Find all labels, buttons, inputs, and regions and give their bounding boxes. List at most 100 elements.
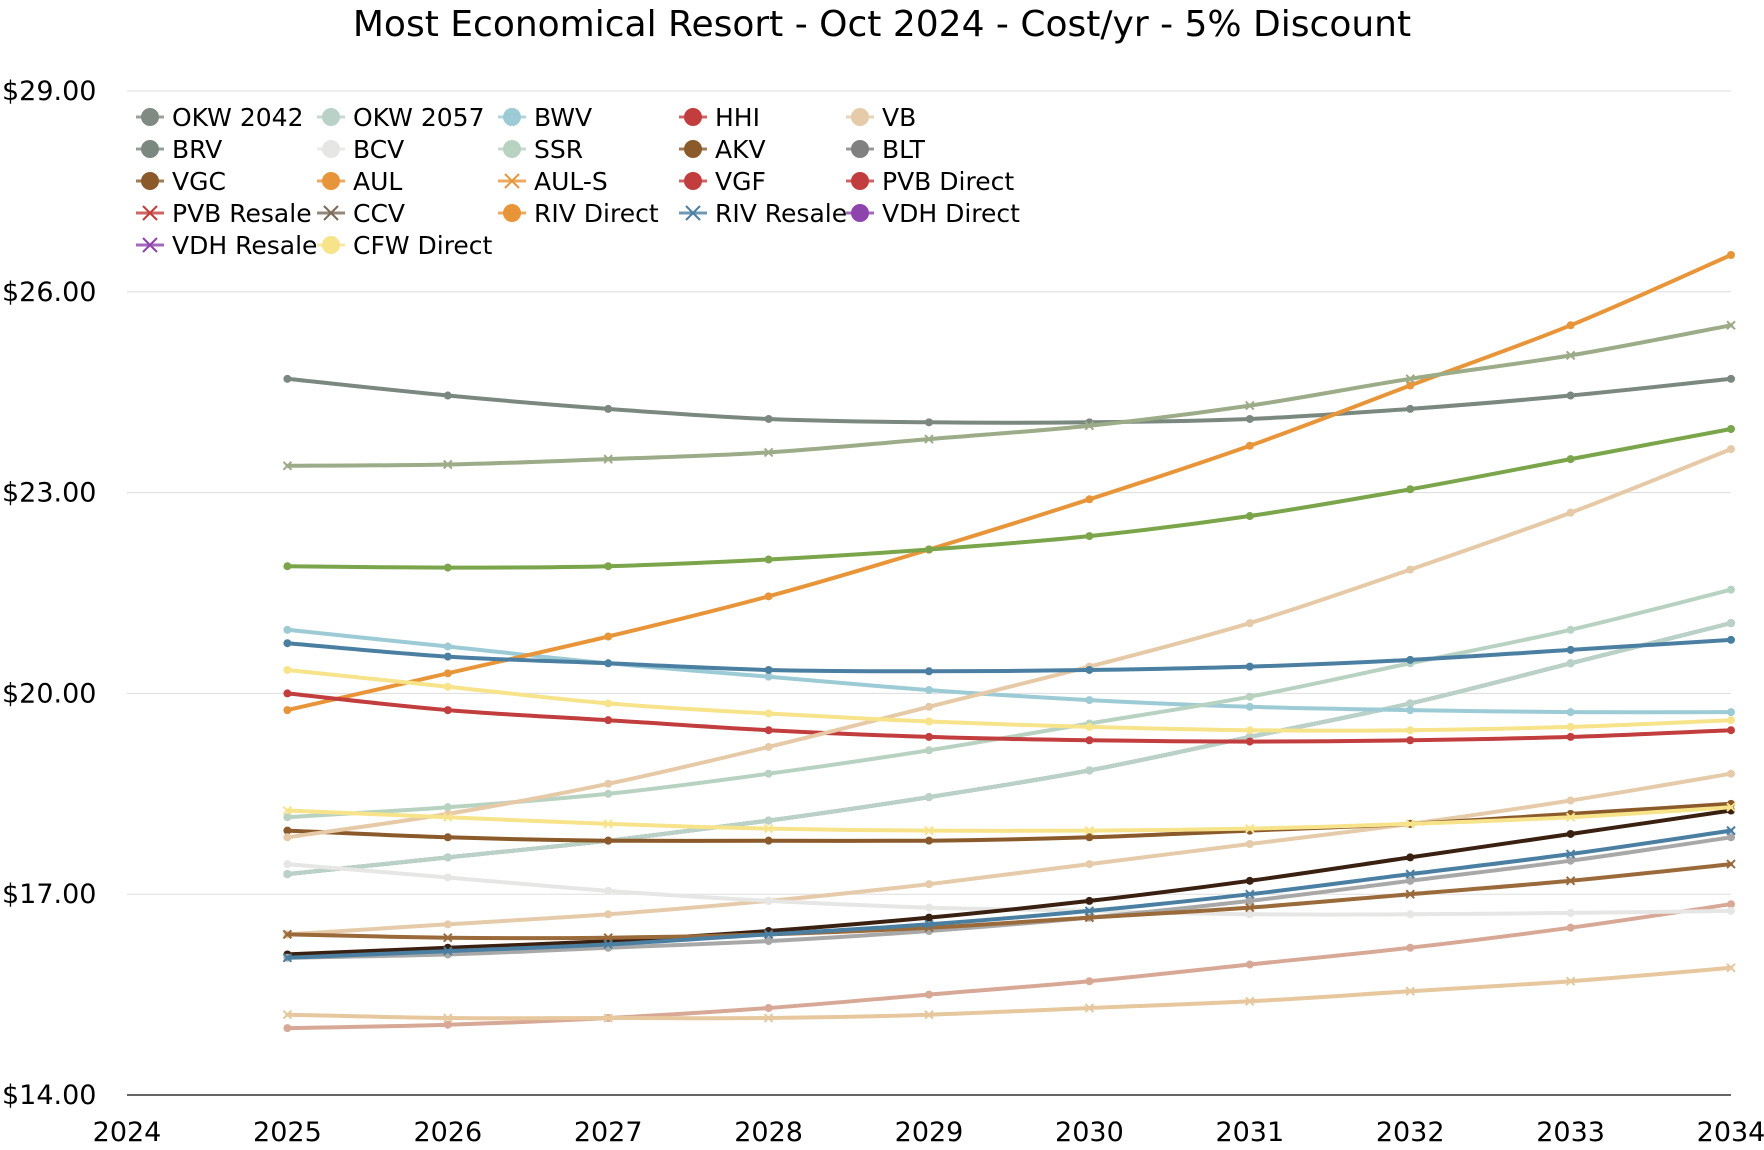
data-point — [1245, 726, 1254, 735]
data-point — [763, 1013, 774, 1023]
data-point — [604, 910, 613, 919]
data-point — [443, 1020, 452, 1029]
series-line-pvb-resale — [285, 805, 1733, 833]
legend-marker — [684, 172, 702, 190]
legend-marker — [141, 172, 159, 190]
series-line-pvb-direct — [285, 447, 1733, 840]
data-point — [1405, 889, 1415, 899]
data-point — [763, 447, 774, 458]
data-point — [924, 1009, 934, 1020]
series-pvb-direct — [283, 445, 1735, 842]
data-point — [1727, 585, 1735, 594]
x-tick-label: 2030 — [1055, 1117, 1124, 1148]
data-point — [1245, 702, 1254, 711]
legend-entry-ccv: CCV — [317, 199, 405, 228]
y-tick-label: $29.00 — [2, 76, 96, 107]
x-tick-label: 2025 — [253, 1117, 322, 1148]
data-point — [1245, 414, 1254, 423]
data-point — [1727, 619, 1735, 628]
legend-entry-vdh-resale: VDH Resale — [136, 231, 317, 260]
data-point — [764, 672, 773, 681]
data-point — [763, 929, 774, 940]
data-point — [1405, 374, 1415, 384]
data-point — [1085, 736, 1094, 745]
legend-entry-pvb-resale: PVB Resale — [136, 199, 312, 228]
legend-entry-aul: AUL — [317, 167, 402, 196]
series-line-vdh-resale — [285, 323, 1733, 468]
y-tick-label: $23.00 — [2, 478, 96, 509]
data-point — [1085, 833, 1094, 842]
data-point — [443, 853, 452, 862]
data-point — [1406, 706, 1415, 715]
legend-entry-vgf: VGF — [679, 167, 766, 196]
data-point — [1085, 495, 1094, 504]
axes: $14.00 $17.00 $20.00 $23.00 $26.00 $29.00 2024… — [2, 76, 1764, 1148]
data-point — [764, 1003, 773, 1012]
data-point — [1727, 833, 1735, 842]
y-tick-label: $26.00 — [2, 277, 96, 308]
legend-marker — [141, 140, 159, 158]
legend-marker — [684, 140, 702, 158]
data-point — [1245, 441, 1254, 450]
data-point — [925, 732, 933, 741]
legend: OKW 2042 OKW 2057 BWV HHI VB BRV BCV SSR AKV BLT V… — [136, 103, 1020, 260]
data-point — [1566, 829, 1575, 838]
legend-label: VGF — [715, 167, 766, 196]
legend-entry-okw-2057: OKW 2057 — [317, 103, 484, 132]
data-point — [1566, 645, 1575, 654]
legend-entry-bcv: BCV — [317, 135, 404, 164]
legend-marker — [322, 108, 340, 126]
data-point — [1085, 977, 1094, 986]
data-point — [282, 1009, 293, 1020]
data-point — [443, 803, 452, 812]
series-line-aul-s — [285, 965, 1733, 1021]
legend-marker — [851, 140, 869, 158]
data-point — [604, 789, 613, 798]
data-point — [443, 391, 452, 400]
data-point — [1084, 825, 1095, 836]
data-point — [925, 545, 933, 554]
legend-marker — [685, 205, 701, 221]
data-point — [1406, 853, 1415, 862]
data-point — [1085, 532, 1094, 541]
series-line-vb — [285, 771, 1733, 937]
data-point — [1245, 902, 1255, 913]
data-point — [764, 937, 773, 946]
data-point — [1406, 910, 1415, 919]
data-point — [283, 826, 292, 835]
data-point — [1245, 737, 1254, 746]
legend-marker — [503, 140, 521, 158]
legend-label: OKW 2042 — [172, 103, 303, 132]
data-point — [764, 555, 773, 564]
data-point — [1406, 381, 1415, 390]
legend-entry-aul-s: AUL-S — [498, 167, 608, 196]
data-point — [443, 812, 453, 822]
x-tick-label: 2034 — [1697, 1117, 1764, 1148]
data-point — [764, 836, 773, 845]
data-point — [1726, 320, 1736, 330]
data-point — [443, 669, 452, 678]
data-point — [1085, 860, 1094, 869]
data-point — [1406, 565, 1415, 574]
data-point — [763, 823, 774, 834]
data-point — [443, 946, 453, 956]
data-point — [1406, 736, 1415, 745]
legend-marker — [503, 108, 521, 126]
data-point — [283, 625, 292, 634]
x-tick-label: 2032 — [1376, 1117, 1445, 1148]
data-point — [604, 886, 613, 895]
data-point — [282, 461, 293, 471]
data-point — [1406, 404, 1415, 413]
series-line-aul — [285, 253, 1733, 713]
data-point — [283, 374, 292, 383]
legend-marker — [142, 237, 158, 253]
series-line-cfw-direct — [285, 668, 1733, 733]
legend-entry-riv-resale: RIV Resale — [679, 199, 847, 228]
legend-entry-riv-direct: RIV Direct — [498, 199, 659, 228]
data-point — [1245, 692, 1254, 701]
data-point — [443, 563, 452, 572]
legend-label: CCV — [353, 199, 405, 228]
data-point — [443, 873, 452, 882]
legend-marker — [851, 204, 869, 222]
